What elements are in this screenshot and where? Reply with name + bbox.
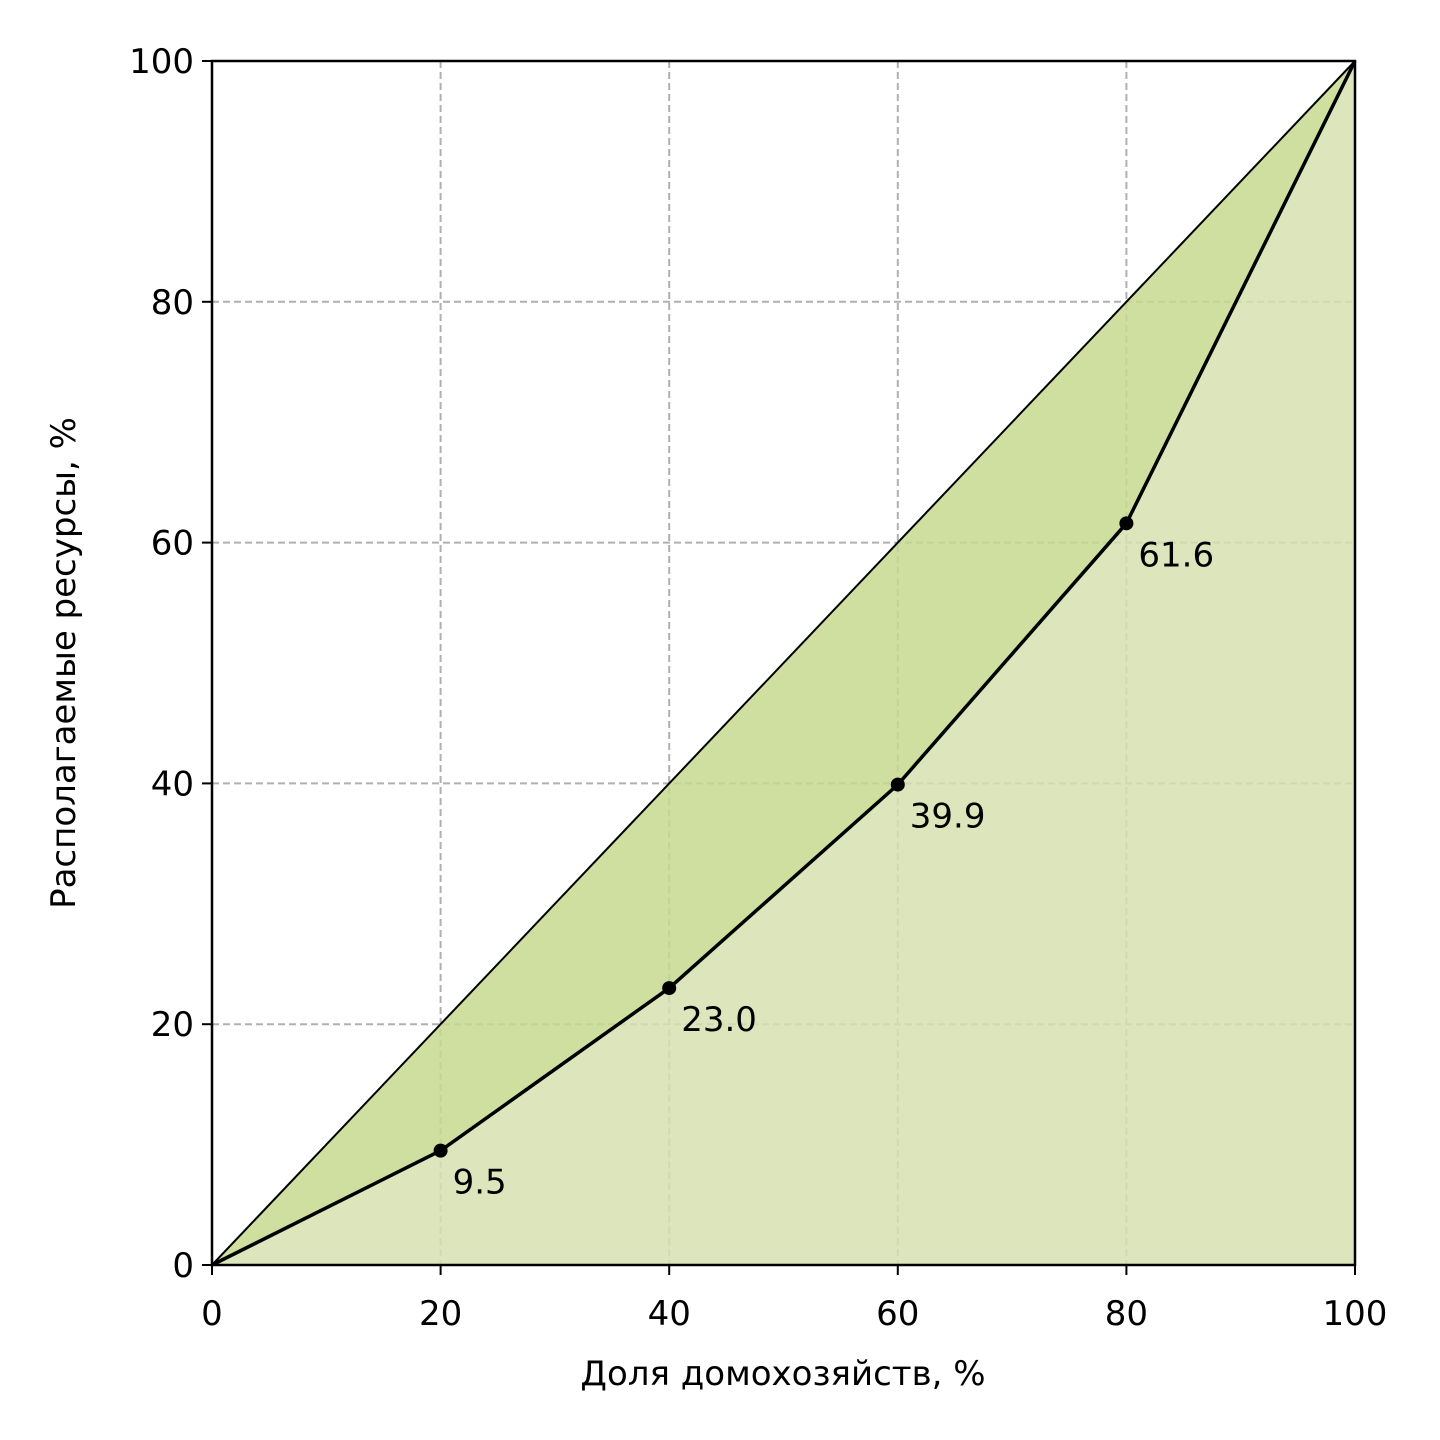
x-tick-label: 0	[201, 1294, 223, 1334]
plot-frame	[210, 59, 1357, 1267]
data-label: 23.0	[681, 1000, 757, 1040]
y-axis-label: Располагаемые ресурсы, %	[44, 417, 84, 909]
x-axis-label: Доля домохозяйств, %	[580, 1354, 985, 1394]
data-label: 39.9	[910, 797, 986, 837]
line	[211, 60, 1357, 1267]
y-tick-label: 100	[129, 42, 194, 82]
x-tick-label: 40	[648, 1294, 691, 1334]
y-tick-label: 20	[151, 1005, 194, 1045]
data-label: 61.6	[1138, 535, 1214, 575]
marker	[890, 777, 905, 792]
line	[211, 60, 1356, 1266]
marker	[662, 981, 677, 996]
area	[212, 61, 1355, 1265]
data-label: 9.5	[453, 1163, 507, 1203]
x-tick-label: 100	[1323, 1294, 1388, 1334]
x-tick-label: 80	[1105, 1294, 1148, 1334]
y-tick-label: 0	[172, 1246, 194, 1286]
x-tick-label: 60	[876, 1294, 919, 1334]
x-tick-label: 20	[419, 1294, 462, 1334]
marker	[433, 1143, 448, 1158]
y-tick-label: 40	[151, 764, 194, 804]
marker	[1119, 516, 1134, 531]
y-tick-label: 80	[151, 283, 194, 323]
y-tick-label: 60	[151, 524, 194, 564]
